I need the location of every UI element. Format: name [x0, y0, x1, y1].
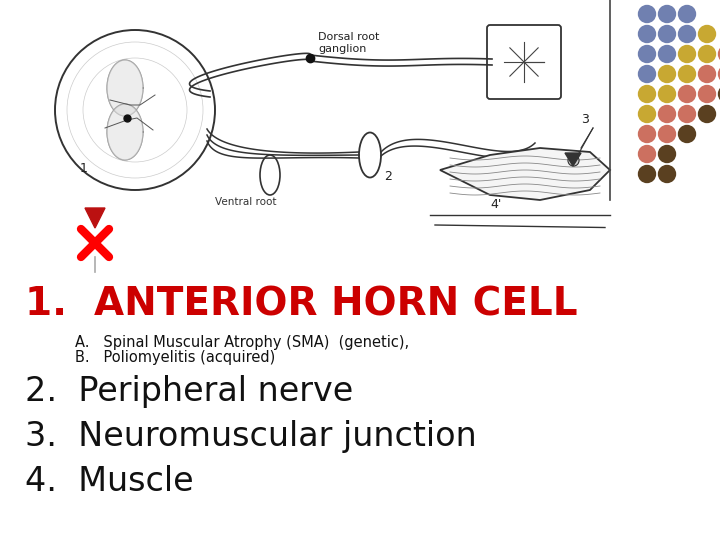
Circle shape	[639, 5, 655, 23]
Text: 4.  Muscle: 4. Muscle	[25, 465, 194, 498]
Text: Ventral root: Ventral root	[215, 197, 276, 207]
Polygon shape	[440, 148, 610, 200]
Circle shape	[678, 65, 696, 83]
Circle shape	[678, 25, 696, 43]
Circle shape	[678, 125, 696, 143]
Text: 1.  ANTERIOR HORN CELL: 1. ANTERIOR HORN CELL	[25, 285, 577, 323]
Circle shape	[639, 65, 655, 83]
Circle shape	[659, 165, 675, 183]
Circle shape	[659, 25, 675, 43]
Text: 2: 2	[384, 170, 392, 183]
Circle shape	[659, 5, 675, 23]
Text: ganglion: ganglion	[318, 44, 366, 54]
Circle shape	[698, 85, 716, 103]
Circle shape	[639, 145, 655, 163]
Text: A.   Spinal Muscular Atrophy (SMA)  (genetic),: A. Spinal Muscular Atrophy (SMA) (geneti…	[75, 335, 409, 350]
Circle shape	[678, 85, 696, 103]
Circle shape	[678, 105, 696, 123]
Text: Dorsal root: Dorsal root	[318, 32, 379, 42]
Polygon shape	[565, 153, 581, 166]
Circle shape	[639, 85, 655, 103]
Circle shape	[659, 45, 675, 63]
Circle shape	[698, 25, 716, 43]
Circle shape	[719, 45, 720, 63]
Circle shape	[639, 45, 655, 63]
Circle shape	[698, 45, 716, 63]
Text: 1: 1	[80, 162, 88, 175]
Circle shape	[639, 105, 655, 123]
Circle shape	[698, 105, 716, 123]
Circle shape	[659, 65, 675, 83]
Circle shape	[659, 125, 675, 143]
Polygon shape	[107, 60, 143, 116]
Text: 3.  Neuromuscular junction: 3. Neuromuscular junction	[25, 420, 477, 453]
Circle shape	[639, 25, 655, 43]
Polygon shape	[107, 104, 143, 160]
Circle shape	[678, 45, 696, 63]
Circle shape	[639, 125, 655, 143]
Circle shape	[659, 145, 675, 163]
Circle shape	[698, 65, 716, 83]
Circle shape	[639, 165, 655, 183]
Circle shape	[719, 65, 720, 83]
Circle shape	[678, 5, 696, 23]
Polygon shape	[85, 208, 105, 228]
Text: 4': 4'	[490, 198, 501, 211]
Circle shape	[659, 85, 675, 103]
Text: 2.  Peripheral nerve: 2. Peripheral nerve	[25, 375, 354, 408]
Text: 3: 3	[581, 113, 589, 126]
Circle shape	[659, 105, 675, 123]
Circle shape	[719, 85, 720, 103]
Text: B.   Poliomyelitis (acquired): B. Poliomyelitis (acquired)	[75, 350, 275, 365]
